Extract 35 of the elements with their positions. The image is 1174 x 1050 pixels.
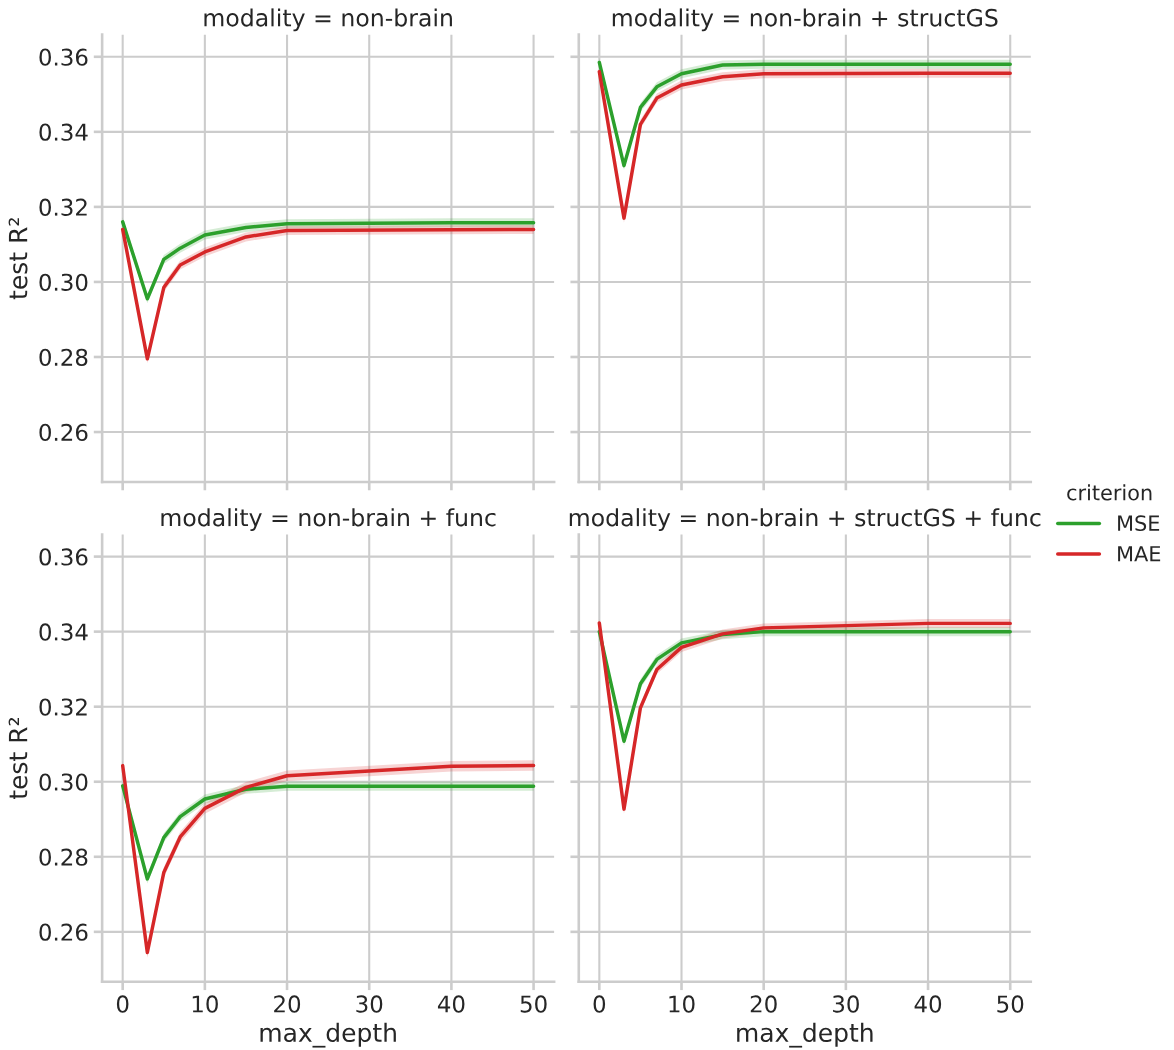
y-tick-label: 0.36 (39, 48, 88, 66)
x-tick-label: 20 (750, 995, 777, 1013)
x-tick-label: 30 (833, 995, 859, 1013)
legend-title: criterion (1067, 484, 1152, 501)
y-tick-label: 0.30 (39, 773, 88, 791)
y-tick-label: 0.26 (39, 923, 88, 941)
chart-title: modality = non-brain (204, 8, 452, 32)
y-tick-label: 0.34 (39, 123, 88, 141)
x-tick-label: 0 (593, 995, 606, 1013)
y-axis-title: test R² (8, 718, 28, 800)
y-tick-label: 0.34 (39, 623, 88, 641)
x-tick-label: 50 (997, 995, 1024, 1013)
y-tick-label: 0.28 (39, 348, 88, 367)
y-tick-label: 0.28 (39, 848, 88, 866)
chart-title: modality = non-brain + func (161, 508, 496, 532)
y-tick-label: 0.32 (39, 198, 87, 216)
chart-title: modality = non-brain + structGS + func (569, 508, 1041, 532)
y-tick-label: 0.32 (39, 698, 87, 716)
x-tick-label: 0 (116, 995, 129, 1013)
y-tick-label: 0.36 (39, 548, 88, 566)
x-tick-label: 10 (669, 995, 695, 1013)
x-tick-label: 20 (274, 995, 301, 1013)
y-axis-title: test R² (8, 218, 28, 300)
x-tick-label: 40 (914, 995, 942, 1013)
y-tick-label: 0.30 (39, 273, 88, 291)
y-tick-label: 0.26 (39, 423, 88, 442)
legend-label: MSE (1118, 515, 1160, 532)
x-axis-title: max_depth (260, 1022, 396, 1048)
chart-title: modality = non-brain + structGS (612, 8, 998, 32)
x-axis-title: max_depth (737, 1022, 873, 1048)
x-tick-label: 10 (192, 995, 218, 1013)
x-tick-label: 50 (520, 995, 547, 1013)
x-tick-label: 30 (356, 995, 383, 1013)
x-tick-label: 40 (437, 995, 465, 1013)
legend-label: MAE (1118, 546, 1161, 562)
